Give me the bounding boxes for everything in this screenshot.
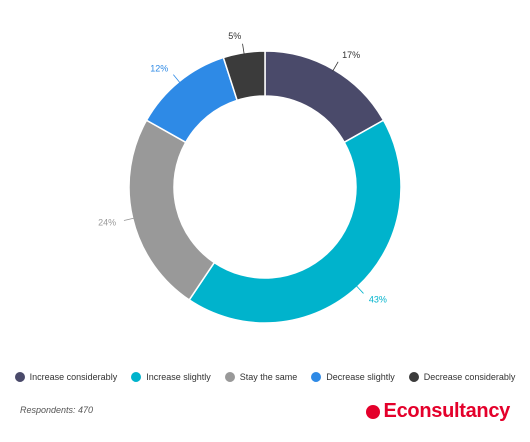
chart-legend: Increase considerably Increase slightly … — [0, 372, 530, 382]
legend-item-decrease-slightly[interactable]: Decrease slightly — [311, 372, 395, 382]
legend-swatch — [14, 372, 25, 382]
legend-item-decrease-considerably[interactable]: Decrease considerably — [408, 372, 516, 382]
legend-swatch — [408, 372, 419, 382]
respondents-note: Respondents: 470 — [20, 405, 94, 415]
legend-item-increase-considerably[interactable]: Increase considerably — [14, 372, 118, 382]
legend-label: Increase slightly — [146, 372, 211, 382]
slice-label-stay-the-same: 24% — [98, 217, 116, 227]
leader-line-increase-considerably — [332, 61, 339, 72]
leader-line-stay-the-same — [123, 217, 135, 221]
legend-item-increase-slightly[interactable]: Increase slightly — [131, 372, 211, 382]
brand-text: Econsultancy — [383, 400, 511, 422]
slice-increase-considerably[interactable] — [264, 50, 385, 144]
legend-item-stay-the-same[interactable]: Stay the same — [224, 372, 298, 382]
legend-label: Decrease considerably — [423, 372, 516, 382]
brand-dot-icon — [365, 404, 380, 419]
slice-label-decrease-considerably: 5% — [228, 31, 241, 41]
legend-label: Decrease slightly — [326, 372, 395, 382]
leader-line-decrease-considerably — [242, 43, 245, 55]
legend-swatch — [224, 372, 235, 382]
slice-stay-the-same[interactable] — [128, 119, 216, 301]
legend-label: Increase considerably — [29, 372, 118, 382]
legend-swatch — [311, 372, 322, 382]
leader-line-decrease-slightly — [173, 74, 181, 84]
slice-increase-slightly[interactable] — [188, 119, 402, 324]
slice-label-decrease-slightly: 12% — [150, 63, 168, 73]
slice-decrease-considerably[interactable] — [222, 50, 266, 102]
legend-swatch — [131, 372, 142, 382]
econsultancy-logo: Econsultancy — [365, 400, 511, 423]
leader-line-increase-slightly — [355, 285, 364, 294]
slice-label-increase-considerably: 17% — [342, 50, 360, 60]
slice-label-increase-slightly: 43% — [369, 294, 387, 304]
donut-chart: 17% 43% 24% 12% 5% — [98, 31, 402, 324]
legend-label: Stay the same — [239, 372, 298, 382]
